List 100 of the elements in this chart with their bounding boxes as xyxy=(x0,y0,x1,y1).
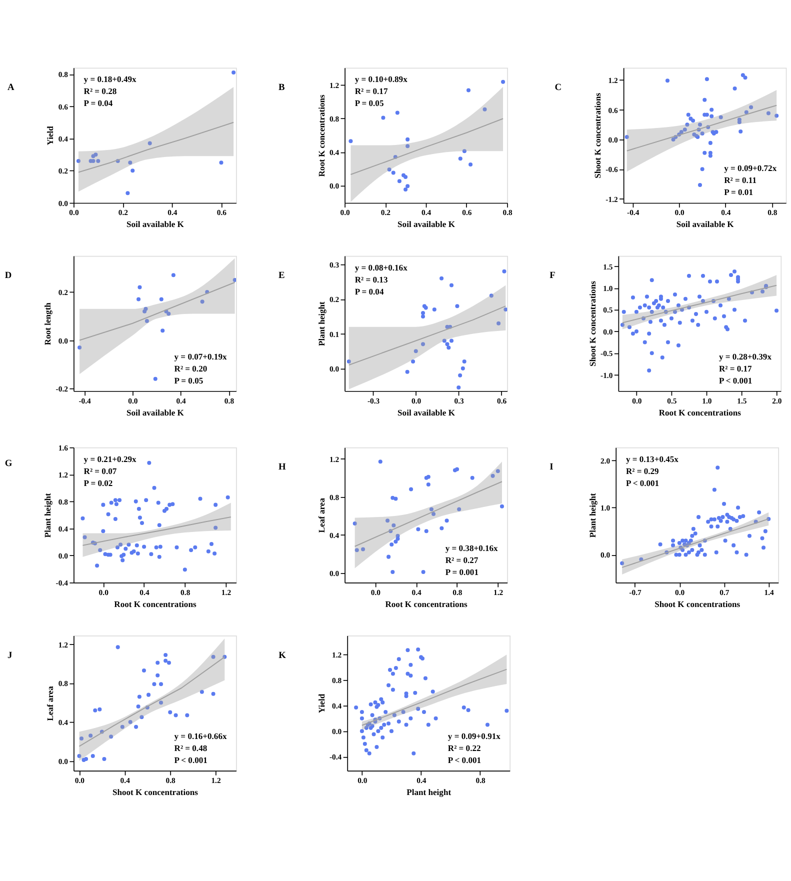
point xyxy=(116,645,120,650)
point xyxy=(738,130,743,134)
annotation: y = 0.38+0.16x xyxy=(445,542,499,553)
point xyxy=(152,682,156,686)
line-series xyxy=(78,656,226,747)
point xyxy=(714,130,718,134)
x-tick-label: 0.0 xyxy=(358,776,368,786)
y-tick-label: 0.8 xyxy=(329,492,340,502)
point xyxy=(386,554,391,559)
point xyxy=(144,306,148,311)
annotation: P = 0.001 xyxy=(445,566,478,577)
point xyxy=(159,700,164,705)
annotation: P < 0.001 xyxy=(448,754,482,765)
annotation: R² = 0.48 xyxy=(174,742,208,753)
point xyxy=(134,543,139,548)
x-tick-label: 0.4 xyxy=(176,396,186,406)
annotation: R² = 0.11 xyxy=(724,175,757,186)
y-tick-label: -1.2 xyxy=(606,194,618,204)
text: E xyxy=(278,271,285,282)
annotation: R² = 0.28 xyxy=(84,86,117,96)
point xyxy=(378,460,382,464)
x-tick-label: 0.6 xyxy=(462,208,472,218)
point xyxy=(157,554,162,559)
y-tick-label: -0.4 xyxy=(56,578,68,588)
point xyxy=(158,544,162,549)
x-axis-title: Root K concentrations xyxy=(658,407,742,418)
point xyxy=(421,570,426,574)
point xyxy=(432,512,436,516)
y-tick-label: 1.2 xyxy=(58,470,68,480)
y-tick-label: 0.8 xyxy=(58,679,68,688)
point xyxy=(118,498,122,502)
y-tick-label: 0.4 xyxy=(58,718,68,728)
point xyxy=(468,162,473,166)
point xyxy=(185,713,190,718)
point xyxy=(504,308,508,312)
point xyxy=(148,141,152,146)
annotation: R² = 0.27 xyxy=(445,554,479,565)
y-tick-label: 0.8 xyxy=(58,70,68,80)
y-tick-label: 0.8 xyxy=(58,497,68,506)
point xyxy=(152,486,156,490)
point xyxy=(456,385,461,390)
point xyxy=(490,474,495,478)
y-tick-label: 0.0 xyxy=(58,756,68,766)
point xyxy=(348,139,353,144)
point xyxy=(671,137,676,142)
point xyxy=(96,159,100,164)
y-tick-label: 0.0 xyxy=(58,551,68,560)
annotation: y = 0.09+0.72x xyxy=(724,163,778,174)
point xyxy=(214,526,218,530)
x-tick-label: 0.8 xyxy=(180,588,190,597)
y-tick-label: 1.0 xyxy=(603,284,613,293)
annotation: R² = 0.17 xyxy=(719,363,753,374)
x-tick-label: -0.3 xyxy=(367,396,380,406)
point xyxy=(429,507,434,512)
point xyxy=(115,545,120,550)
x-tick-label: 0.0 xyxy=(370,588,381,597)
point xyxy=(138,285,142,290)
point xyxy=(168,710,172,714)
x-tick-label: 0.4 xyxy=(421,208,432,218)
point xyxy=(211,654,216,659)
x-tick-label: -0.4 xyxy=(627,208,640,218)
point xyxy=(136,506,141,511)
point xyxy=(88,734,93,738)
point xyxy=(120,558,125,562)
text: C xyxy=(554,82,562,93)
y-tick-label: 0.0 xyxy=(58,336,68,346)
point xyxy=(159,682,164,686)
annotation: y = 0.16+0.66x xyxy=(174,730,228,741)
point xyxy=(174,545,179,550)
annotation: R² = 0.07 xyxy=(84,466,118,476)
point xyxy=(142,544,146,549)
y-tick-label: 0.0 xyxy=(600,550,610,560)
x-tick-label: 0.6 xyxy=(216,208,227,218)
point xyxy=(457,507,462,512)
text: F xyxy=(550,271,556,282)
point xyxy=(462,149,466,154)
line-series xyxy=(78,122,234,173)
point xyxy=(94,152,98,157)
point xyxy=(352,522,357,526)
y-tick-label: 0.6 xyxy=(58,102,68,112)
point xyxy=(446,346,451,350)
annotation: P = 0.02 xyxy=(84,478,113,488)
point xyxy=(82,535,87,540)
point xyxy=(114,502,118,506)
y-tick-label: 1.0 xyxy=(600,504,610,513)
point xyxy=(710,108,714,112)
point xyxy=(386,518,390,523)
point xyxy=(500,504,504,508)
annotation: R² = 0.13 xyxy=(354,274,388,284)
annotation: y = 0.28+0.39x xyxy=(719,351,772,362)
point xyxy=(466,88,471,92)
point xyxy=(109,500,114,505)
y-axis-title: Plant height xyxy=(587,493,598,538)
x-tick-label: 0.0 xyxy=(412,396,422,406)
point xyxy=(144,318,149,323)
point xyxy=(718,115,723,120)
x-tick-label: -0.4 xyxy=(78,396,92,406)
x-tick-label: 0.2 xyxy=(380,208,391,218)
point xyxy=(702,150,707,155)
point xyxy=(462,360,466,364)
